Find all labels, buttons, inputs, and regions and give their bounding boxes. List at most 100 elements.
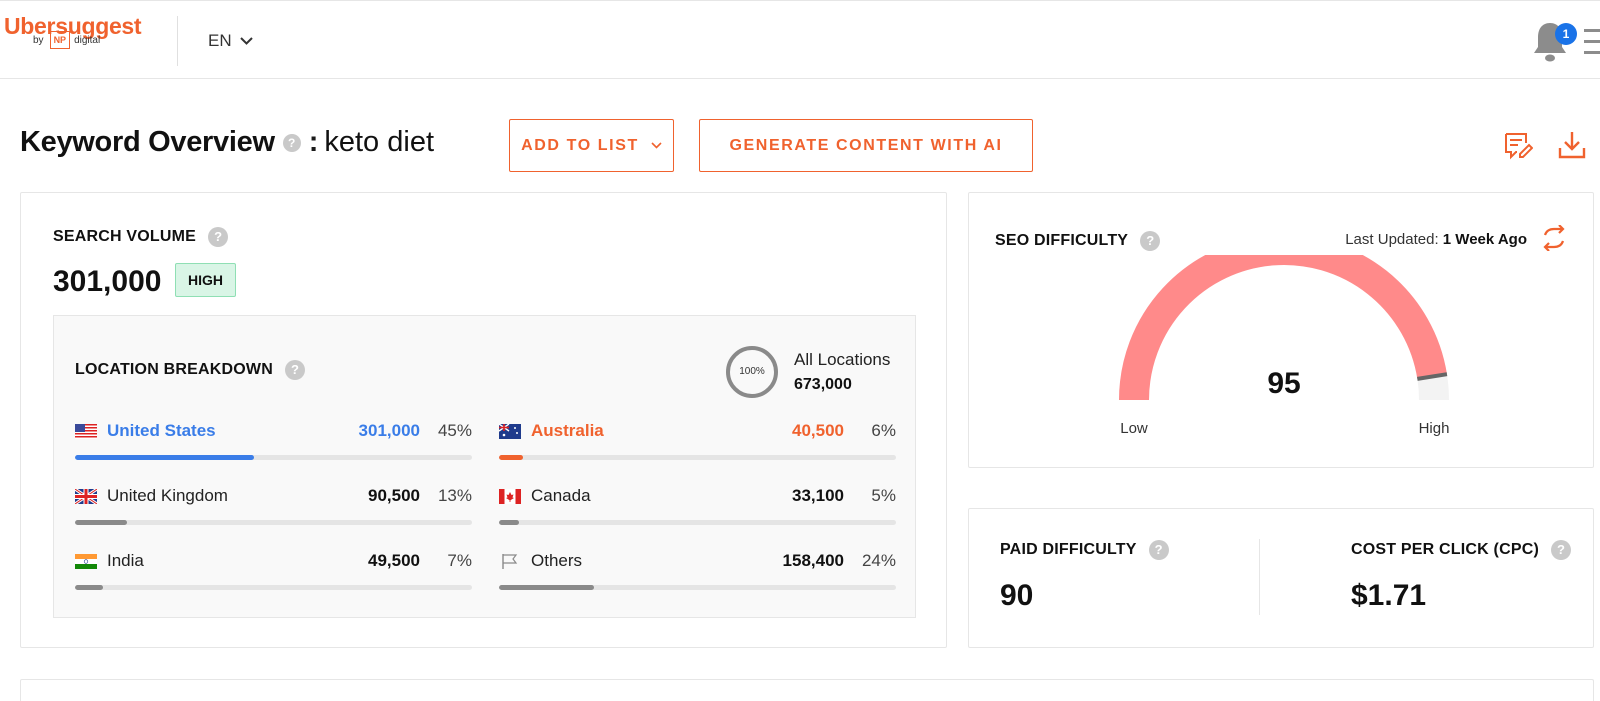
location-row-others[interactable]: Others 158,400 24%: [499, 549, 896, 590]
in-flag-icon: [75, 553, 97, 569]
location-value: 49,500: [368, 551, 420, 570]
refresh-icon[interactable]: [1541, 225, 1567, 251]
location-name: Others: [531, 551, 583, 570]
location-row-united-kingdom[interactable]: United Kingdom 90,500 13%: [75, 484, 472, 525]
download-icon[interactable]: [1557, 130, 1587, 160]
gauge-high-label: High: [1419, 420, 1449, 437]
help-icon[interactable]: ?: [1140, 231, 1161, 251]
us-flag-icon: [75, 423, 97, 439]
help-icon[interactable]: ?: [1551, 540, 1571, 560]
logo-byline: by NP digital: [33, 31, 100, 49]
seo-difficulty-header: SEO DIFFICULTY ?: [995, 231, 1161, 251]
paid-difficulty-label: PAID DIFFICULTY: [1000, 541, 1137, 558]
location-bar: [499, 520, 896, 525]
location-row-india[interactable]: India 49,500 7%: [75, 549, 472, 590]
location-bar-fill: [499, 520, 519, 525]
logo-by: by: [33, 34, 44, 46]
location-line: United States 301,000 45%: [75, 419, 472, 443]
cpc-label: COST PER CLICK (CPC): [1351, 541, 1539, 558]
menu-icon[interactable]: [1584, 29, 1600, 55]
seo-difficulty-card: SEO DIFFICULTY ? Last Updated: 1 Week Ag…: [968, 192, 1594, 468]
help-icon[interactable]: ?: [208, 227, 229, 247]
all-locations-text: All Locations 673,000: [794, 350, 890, 394]
location-row-canada[interactable]: Canada 33,100 5%: [499, 484, 896, 525]
location-percent: 7%: [447, 551, 472, 570]
location-breakdown-label: LOCATION BREAKDOWN: [75, 361, 273, 378]
title-help-icon[interactable]: ?: [282, 133, 301, 152]
chevron-down-icon: [651, 142, 662, 149]
location-line: Australia 40,500 6%: [499, 419, 896, 443]
ubersuggest-logo[interactable]: Ubersuggest: [4, 13, 142, 40]
volume-level-badge: HIGH: [175, 263, 236, 297]
search-volume-header: SEARCH VOLUME ?: [53, 227, 229, 247]
help-icon[interactable]: ?: [284, 360, 305, 380]
location-breakdown-panel: LOCATION BREAKDOWN ? 100% All Locations …: [53, 315, 916, 618]
logo-brand-name: Ubersuggest: [4, 13, 142, 39]
search-volume-card: SEARCH VOLUME ? 301,000 HIGH LOCATION BR…: [20, 192, 947, 648]
location-value: 40,500: [792, 421, 844, 440]
keyword-text: keto diet: [324, 126, 435, 158]
seo-difficulty-label: SEO DIFFICULTY: [995, 232, 1129, 249]
help-icon[interactable]: ?: [1148, 540, 1169, 560]
location-bar: [75, 455, 472, 460]
all-locations-label: All Locations: [794, 350, 891, 369]
page-title: Keyword Overview: [20, 126, 275, 158]
paid-difficulty-cpc-card: PAID DIFFICULTY ? 90 COST PER CLICK (CPC…: [968, 508, 1594, 648]
location-bar: [499, 585, 896, 590]
gauge-needle: [1417, 372, 1448, 381]
search-volume-label: SEARCH VOLUME: [53, 228, 197, 245]
location-percent: 6%: [871, 421, 896, 440]
generate-content-button[interactable]: GENERATE CONTENT WITH AI: [699, 119, 1033, 172]
edit-list-icon[interactable]: [1503, 130, 1533, 160]
location-line: United Kingdom 90,500 13%: [75, 484, 472, 508]
location-bar-fill: [499, 455, 523, 460]
au-flag-icon: [499, 423, 521, 439]
location-bar-fill: [75, 455, 254, 460]
gauge-fill: [1119, 255, 1447, 401]
flag-outline-icon: [502, 553, 518, 569]
all-locations[interactable]: 100% All Locations 673,000: [726, 346, 890, 398]
title-separator: :: [308, 126, 319, 158]
ca-flag-icon: [499, 488, 521, 504]
location-breakdown-header: LOCATION BREAKDOWN ?: [75, 360, 305, 380]
cpc-header: COST PER CLICK (CPC) ?: [1351, 540, 1571, 560]
card-divider: [1259, 539, 1260, 615]
header-divider: [177, 16, 178, 66]
location-bar-fill: [75, 585, 103, 590]
location-percent: 13%: [437, 486, 472, 505]
keyword-overview-title-row: Keyword Overview ? : keto diet: [20, 126, 434, 159]
location-percent: 24%: [861, 551, 896, 570]
add-to-list-button[interactable]: ADD TO LIST: [509, 119, 674, 172]
location-bar: [75, 520, 472, 525]
logo-digital: digital: [74, 34, 101, 46]
location-bar-fill: [75, 520, 127, 525]
top-header: Ubersuggest by NP digital EN 1: [0, 0, 1600, 79]
add-to-list-label: ADD TO LIST: [521, 136, 639, 154]
location-bar-fill: [499, 585, 595, 590]
location-bar: [499, 455, 896, 460]
location-name: Canada: [531, 486, 591, 505]
location-row-australia[interactable]: Australia 40,500 6%: [499, 419, 896, 460]
last-updated-label: Last Updated:: [1345, 231, 1439, 248]
location-line: Others 158,400 24%: [499, 549, 896, 573]
location-percent: 5%: [871, 486, 896, 505]
location-bar: [75, 585, 472, 590]
location-name: India: [107, 551, 144, 570]
location-value: 158,400: [782, 551, 844, 570]
language-selector[interactable]: EN: [208, 31, 253, 51]
location-row-united-states[interactable]: United States 301,000 45%: [75, 419, 472, 460]
location-line: Canada 33,100 5%: [499, 484, 896, 508]
location-name: United States: [107, 421, 216, 440]
all-locations-percent: 100%: [726, 346, 778, 398]
generate-content-label: GENERATE CONTENT WITH AI: [729, 136, 1003, 154]
gauge-low-label: Low: [1120, 420, 1148, 437]
cpc-value: $1.71: [1351, 579, 1427, 612]
location-value: 90,500: [368, 486, 420, 505]
last-updated: Last Updated: 1 Week Ago: [1345, 231, 1527, 248]
location-percent: 45%: [437, 421, 472, 440]
uk-flag-icon: [75, 488, 97, 504]
search-volume-value: 301,000: [53, 265, 162, 298]
all-locations-value: 673,000: [794, 376, 852, 393]
language-label: EN: [208, 31, 232, 50]
last-updated-value: 1 Week Ago: [1442, 231, 1527, 248]
